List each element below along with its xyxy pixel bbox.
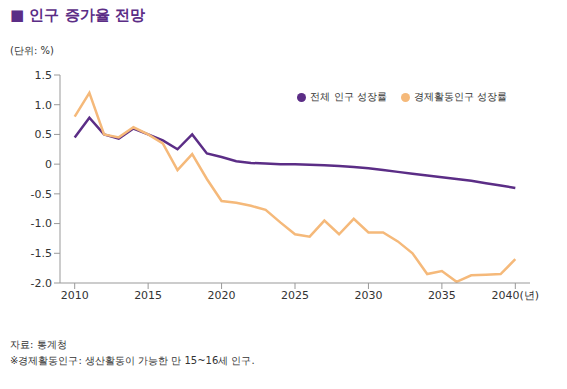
svg-text:2040(년): 2040(년)	[492, 289, 540, 302]
svg-text:2035: 2035	[428, 289, 456, 302]
html-text:※경제활동인구: 생산활동이 가능한 만 15~16세 인구: ※경제활동인구: 생산활동이 가능한 만 15~16세 인구.	[10, 355, 255, 366]
svg-text:2020: 2020	[208, 289, 236, 302]
svg-text:1.5: 1.5	[35, 69, 53, 82]
svg-text:2030: 2030	[354, 289, 382, 302]
svg-text:2025: 2025	[281, 289, 309, 302]
html-text:전체 인구 성장률: 전체 인구 성장률	[310, 91, 387, 102]
svg-text:2015: 2015	[134, 289, 162, 302]
svg-text:0.5: 0.5	[35, 128, 53, 141]
html-text:경제활동인구 성장률: 경제활동인구 성장률	[413, 91, 507, 102]
svg-text:-0.5: -0.5	[31, 188, 52, 201]
svg-text:-1.5: -1.5	[31, 247, 52, 260]
html-text:자료: 통계청: 자료: 통계청	[10, 339, 67, 350]
svg-text:-1.0: -1.0	[31, 217, 52, 230]
svg-text:1.0: 1.0	[35, 99, 53, 112]
html-text:■ 인구 증가율 전망: ■ 인구 증가율 전망	[10, 6, 145, 24]
svg-text:2010: 2010	[61, 289, 89, 302]
svg-text:-2.0: -2.0	[31, 277, 52, 290]
html-text:(단위: %): (단위: %)	[10, 45, 54, 56]
svg-text:0: 0	[45, 158, 52, 171]
